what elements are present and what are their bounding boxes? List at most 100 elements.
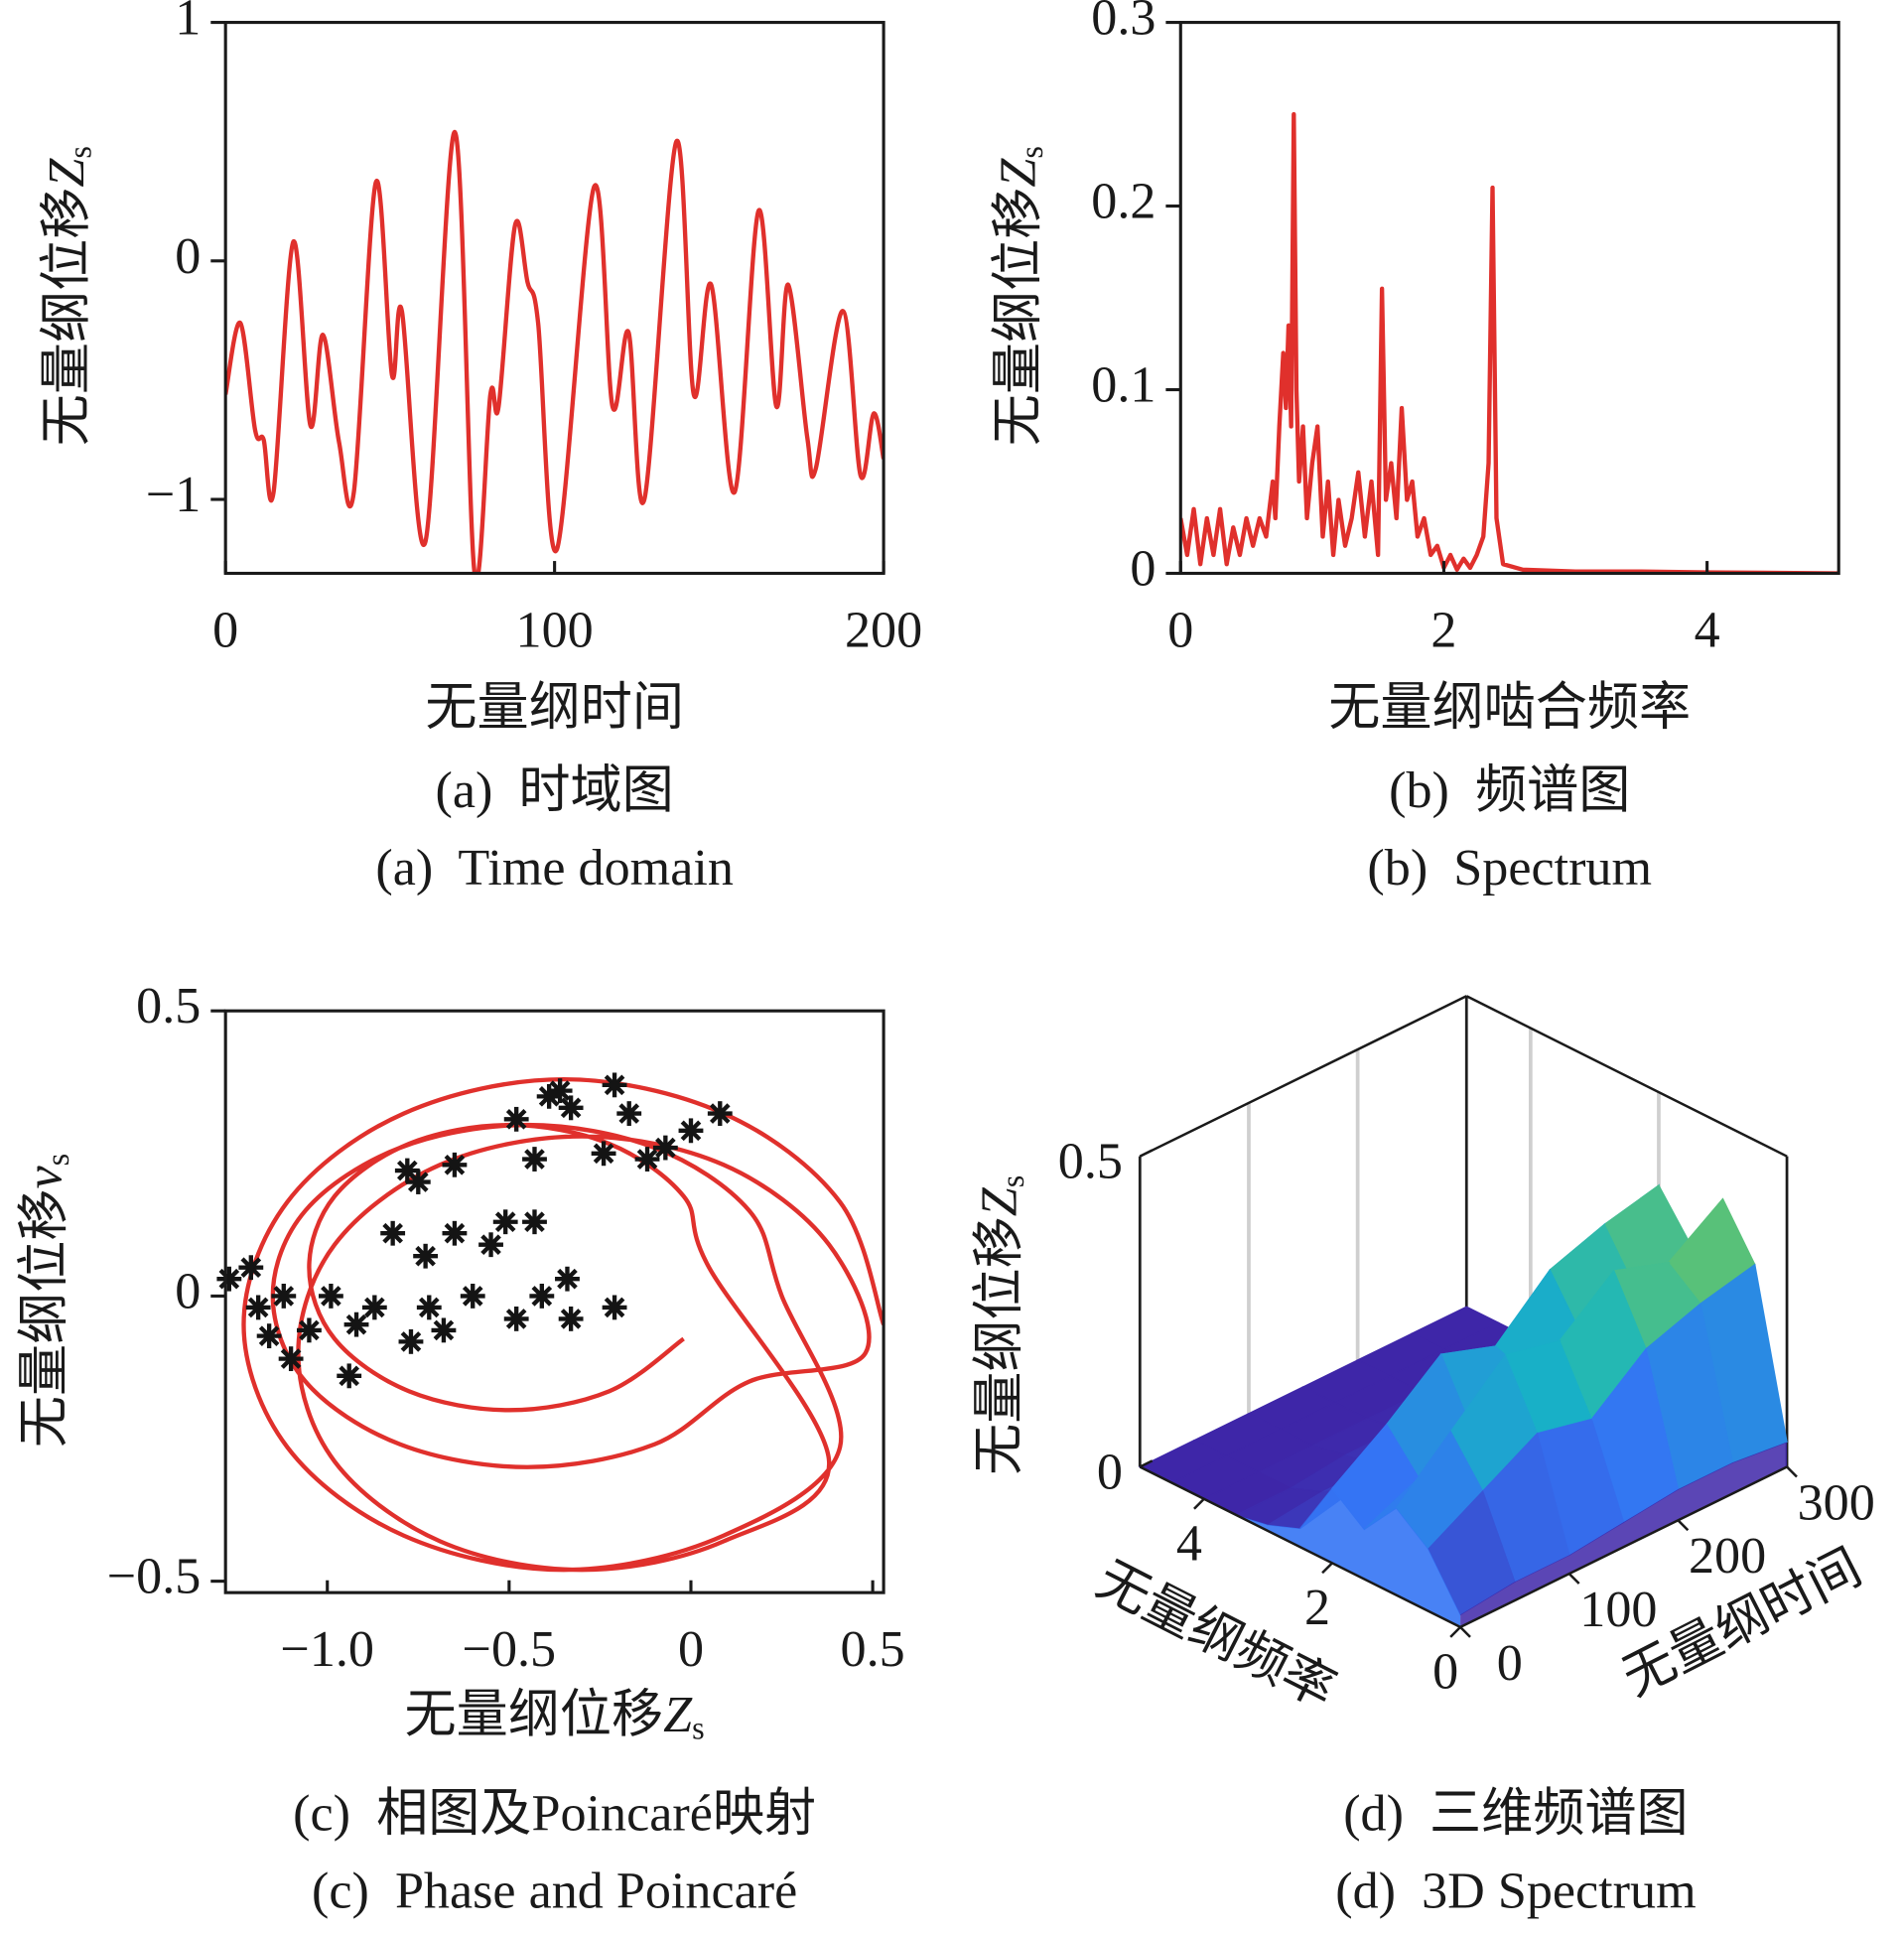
x-tick-label: 200	[845, 603, 922, 659]
poincare-point	[398, 1328, 424, 1354]
asterisk-stroke	[505, 1109, 527, 1130]
z-tick	[1139, 1149, 1154, 1158]
y-tick-label: 0	[1497, 1635, 1523, 1692]
poincare-point	[558, 1095, 584, 1121]
caption-en: (c) Phase and Poincaré	[312, 1864, 797, 1920]
x-tick-label: 4	[1695, 603, 1720, 659]
poincare-point	[492, 1209, 518, 1235]
y-tick	[1786, 1465, 1798, 1478]
asterisk-stroke	[524, 1211, 545, 1233]
poincare-point	[522, 1209, 547, 1235]
asterisk-stroke	[462, 1286, 483, 1307]
asterisk-stroke	[531, 1286, 553, 1307]
poincare-point	[442, 1220, 468, 1246]
y-tick	[1567, 1573, 1580, 1585]
x-tick-label: 2	[1430, 603, 1456, 659]
x-tick-label: 0	[1432, 1644, 1458, 1701]
asterisk-stroke	[345, 1313, 367, 1335]
x-tick-label: −1.0	[280, 1621, 374, 1678]
caption-en: (d) 3D Spectrum	[1335, 1864, 1696, 1920]
poincare-point	[547, 1078, 573, 1104]
surface-side	[1460, 1442, 1788, 1627]
asterisk-stroke	[444, 1154, 466, 1175]
asterisk-stroke	[382, 1222, 403, 1244]
y-axis-label: 无量纲位移Zs	[990, 146, 1049, 446]
x-tick	[1321, 1562, 1333, 1575]
asterisk-stroke	[321, 1286, 341, 1307]
asterisk-stroke	[299, 1319, 320, 1341]
poincare-point	[380, 1220, 406, 1246]
poincare-point	[555, 1266, 580, 1292]
y-tick-label: −1	[146, 467, 201, 523]
poincare-point	[416, 1295, 442, 1320]
poincare-point	[271, 1284, 297, 1309]
box-edge	[1465, 995, 1788, 1158]
y-axis-label-text: 无量纲位移	[990, 188, 1046, 447]
y-axis-label-symbol: Z	[990, 158, 1046, 188]
x-tick-label: 2	[1304, 1580, 1330, 1636]
axis-line	[1459, 1465, 1788, 1629]
y-axis-label: 无量纲位移Zs	[39, 146, 98, 446]
asterisk-stroke	[339, 1365, 360, 1387]
asterisk-stroke	[655, 1137, 676, 1159]
data-line	[1180, 111, 1839, 574]
y-tick-label: 300	[1798, 1474, 1875, 1531]
poincare-point	[503, 1306, 529, 1331]
y-tick-label: 0.1	[1091, 356, 1156, 413]
x-tick-label: 0	[1167, 603, 1193, 659]
y-tick-label: 0	[175, 228, 201, 285]
asterisk-stroke	[396, 1160, 418, 1181]
poincare-point	[431, 1317, 457, 1343]
caption-cn: (d) 三维频谱图	[1343, 1785, 1688, 1842]
x-tick-label: 0	[678, 1621, 704, 1678]
asterisk-stroke	[604, 1074, 625, 1096]
asterisk-stroke	[557, 1268, 578, 1290]
z-axis-label-text: 无量纲位移	[972, 1216, 1028, 1475]
poincare-point	[413, 1243, 439, 1269]
asterisk-stroke	[273, 1286, 295, 1307]
asterisk-stroke	[444, 1222, 466, 1244]
poincare-point	[297, 1317, 322, 1343]
asterisk-stroke	[618, 1103, 640, 1124]
data-line	[225, 129, 884, 574]
asterisk-stroke	[709, 1103, 731, 1124]
x-axis-label-symbol: Z	[663, 1687, 693, 1743]
asterisk-stroke	[636, 1149, 658, 1170]
x-axis-label: 无量纲时间	[425, 680, 684, 737]
asterisk-stroke	[604, 1297, 625, 1318]
poincare-point	[529, 1284, 555, 1309]
poincare-point	[460, 1284, 485, 1309]
poincare-point	[361, 1295, 387, 1320]
poincare-point	[707, 1101, 733, 1127]
poincare-point	[591, 1141, 616, 1167]
asterisk-stroke	[680, 1120, 702, 1142]
x-axis-label-subscript: s	[692, 1711, 705, 1746]
poincare-point	[616, 1101, 642, 1127]
z-axis-label-subscript: s	[996, 1175, 1031, 1188]
plot-frame	[1178, 21, 1840, 576]
asterisk-stroke	[407, 1172, 429, 1192]
box-edge	[1139, 995, 1467, 1158]
axis-line	[1139, 1465, 1461, 1629]
poincare-point	[405, 1170, 431, 1194]
poincare-point	[558, 1306, 584, 1331]
y-axis-label-subscript: s	[1014, 146, 1049, 159]
y-axis-label-subscript: s	[63, 146, 98, 159]
y-axis-label-symbol: Z	[39, 158, 95, 188]
poincare-point	[442, 1152, 468, 1177]
poincare-point	[602, 1295, 627, 1320]
y-tick-label: 200	[1689, 1528, 1766, 1585]
caption-en: (a) Time domain	[375, 840, 734, 897]
y-tick-label: −0.5	[107, 1549, 202, 1605]
y-tick-label: 1	[175, 0, 201, 47]
y-axis-label-subscript: s	[40, 1154, 75, 1167]
x-tick	[1193, 1497, 1205, 1510]
y-tick-label: 0	[1130, 540, 1156, 597]
asterisk-stroke	[415, 1245, 436, 1267]
z-axis-label: 无量纲位移Zs	[972, 1175, 1031, 1475]
z-tick-label: 0.5	[1058, 1134, 1123, 1190]
asterisk-stroke	[280, 1348, 302, 1369]
y-tick-label: 0	[175, 1263, 201, 1319]
asterisk-stroke	[418, 1297, 440, 1318]
